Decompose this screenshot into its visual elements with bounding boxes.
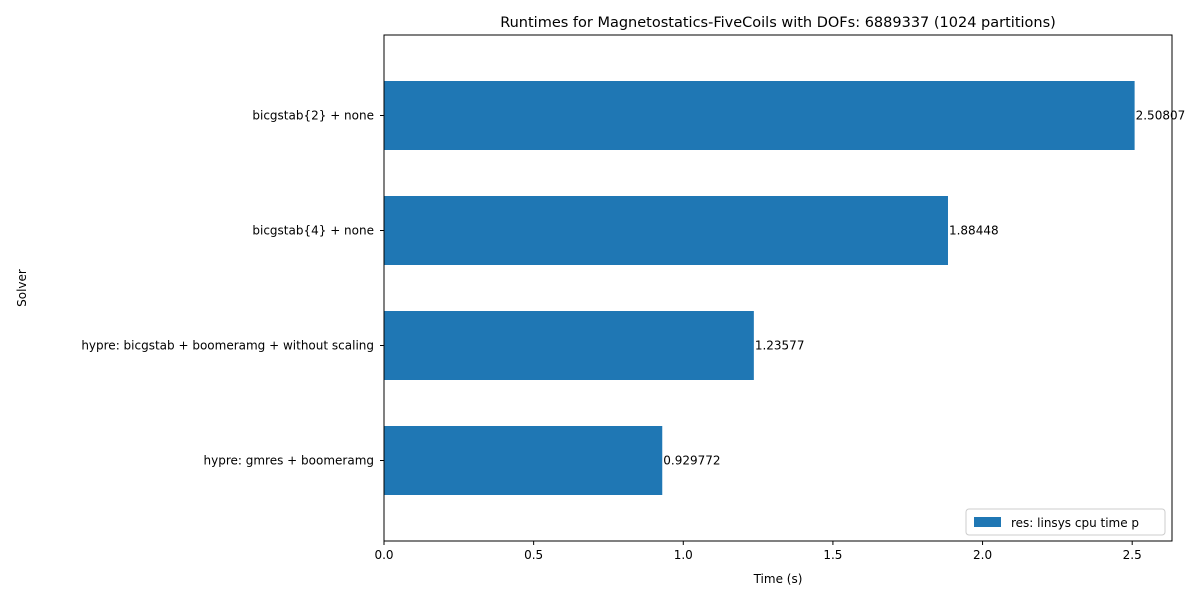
y-tick-label: bicgstab{2} + none	[252, 109, 374, 123]
bar	[384, 426, 663, 495]
x-tick-label: 0.5	[524, 548, 543, 562]
y-tick-label: hypre: gmres + boomeramg	[204, 454, 375, 468]
legend-swatch	[974, 517, 1001, 527]
bar-value-label: 2.50807	[1136, 109, 1186, 123]
bars-group	[384, 81, 1135, 495]
bar-value-label: 1.88448	[949, 224, 999, 238]
y-tick-label: bicgstab{4} + none	[252, 224, 374, 238]
x-tick-label: 2.0	[973, 548, 992, 562]
bar	[384, 196, 948, 265]
plot-frame	[383, 34, 1173, 542]
bar-labels-group: 2.50807 1.88448 1.23577 0.929772	[663, 109, 1185, 468]
chart-title: Runtimes for Magnetostatics-FiveCoils wi…	[500, 15, 1056, 31]
legend-label: res: linsys cpu time p	[1011, 516, 1139, 530]
legend-box	[965, 508, 1166, 536]
legend: res: linsys cpu time p	[965, 508, 1166, 536]
x-ticks: 0.0 0.5 1.0 1.5 2.0 2.5	[374, 541, 1142, 562]
x-tick-label: 1.5	[823, 548, 842, 562]
bar	[384, 81, 1135, 150]
bar-value-label: 0.929772	[663, 454, 720, 468]
x-tick-label: 1.0	[674, 548, 693, 562]
bar	[384, 311, 754, 380]
x-axis-label: Time (s)	[753, 572, 803, 586]
y-tick-labels: bicgstab{2} + none bicgstab{4} + none hypr…	[81, 109, 384, 468]
bar-value-label: 1.23577	[755, 339, 805, 353]
x-tick-label: 2.5	[1123, 548, 1142, 562]
y-tick-label: hypre: bicgstab + boomeramg + without sc…	[81, 339, 374, 353]
y-axis-label: Solver	[15, 269, 29, 307]
x-tick-label: 0.0	[374, 548, 393, 562]
